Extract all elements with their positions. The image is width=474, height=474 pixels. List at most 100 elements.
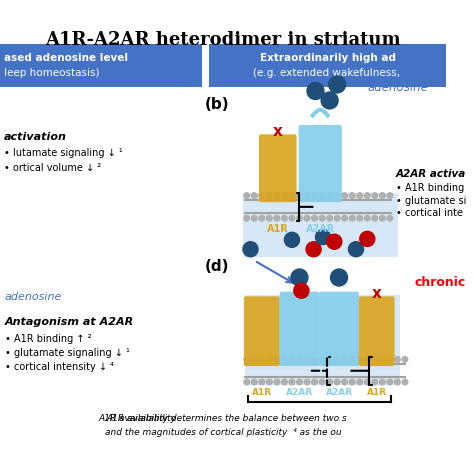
Text: A2AR activa: A2AR activa <box>395 169 466 179</box>
Circle shape <box>394 356 400 362</box>
Circle shape <box>327 379 332 385</box>
Circle shape <box>349 215 355 221</box>
Circle shape <box>289 193 295 199</box>
Text: x: x <box>372 286 382 301</box>
Circle shape <box>380 379 385 385</box>
Circle shape <box>312 379 318 385</box>
Circle shape <box>360 231 375 246</box>
Circle shape <box>274 215 280 221</box>
Text: • A1R binding: • A1R binding <box>395 183 464 193</box>
Circle shape <box>334 379 340 385</box>
Text: A2AR: A2AR <box>326 388 353 397</box>
Circle shape <box>304 193 310 199</box>
Circle shape <box>266 379 272 385</box>
Circle shape <box>289 215 295 221</box>
Circle shape <box>312 215 318 221</box>
Circle shape <box>357 215 363 221</box>
Text: A2AR: A2AR <box>306 224 335 234</box>
Circle shape <box>387 215 393 221</box>
Circle shape <box>365 193 370 199</box>
Circle shape <box>327 356 332 362</box>
Circle shape <box>380 215 385 221</box>
Circle shape <box>297 379 302 385</box>
Circle shape <box>402 379 408 385</box>
Text: chronic: chronic <box>414 275 465 289</box>
Circle shape <box>244 379 250 385</box>
FancyBboxPatch shape <box>243 193 398 257</box>
Circle shape <box>319 379 325 385</box>
Circle shape <box>327 215 332 221</box>
FancyBboxPatch shape <box>319 292 359 366</box>
Circle shape <box>284 232 300 247</box>
FancyBboxPatch shape <box>280 292 319 366</box>
Circle shape <box>307 82 324 100</box>
Text: • cortical intensity ↓ ⁴: • cortical intensity ↓ ⁴ <box>5 362 114 372</box>
FancyBboxPatch shape <box>244 296 280 366</box>
Circle shape <box>372 193 378 199</box>
Text: Extraordinarily high ad: Extraordinarily high ad <box>260 54 396 64</box>
Text: • cortical inte: • cortical inte <box>395 208 463 218</box>
Circle shape <box>243 242 258 257</box>
Circle shape <box>251 356 257 362</box>
Circle shape <box>304 215 310 221</box>
Text: (d): (d) <box>204 259 229 273</box>
Circle shape <box>291 269 308 286</box>
Circle shape <box>365 215 370 221</box>
Circle shape <box>380 356 385 362</box>
Circle shape <box>274 356 280 362</box>
Circle shape <box>259 215 264 221</box>
Circle shape <box>387 193 393 199</box>
Circle shape <box>319 215 325 221</box>
Circle shape <box>365 379 370 385</box>
Circle shape <box>251 379 257 385</box>
Circle shape <box>342 356 347 362</box>
Circle shape <box>357 356 363 362</box>
Circle shape <box>357 379 363 385</box>
Circle shape <box>349 356 355 362</box>
Text: and the magnitudes of cortical plasticity  ⁴ as the ou: and the magnitudes of cortical plasticit… <box>105 428 341 437</box>
Circle shape <box>244 193 250 199</box>
Circle shape <box>372 215 378 221</box>
Circle shape <box>394 379 400 385</box>
Text: • glutamate si: • glutamate si <box>395 196 466 206</box>
Text: adenosine: adenosine <box>5 292 62 301</box>
Circle shape <box>327 193 332 199</box>
Circle shape <box>334 193 340 199</box>
Circle shape <box>251 215 257 221</box>
Text: A1R: A1R <box>267 224 289 234</box>
Circle shape <box>342 379 347 385</box>
Circle shape <box>328 76 346 93</box>
FancyBboxPatch shape <box>245 295 400 385</box>
Circle shape <box>304 379 310 385</box>
Circle shape <box>349 379 355 385</box>
Text: (b): (b) <box>204 97 229 112</box>
Text: • lutamate signaling ↓ ¹: • lutamate signaling ↓ ¹ <box>4 148 122 158</box>
Circle shape <box>259 193 264 199</box>
Text: A1R availability determines the balance between two s: A1R availability determines the balance … <box>99 414 347 423</box>
Circle shape <box>251 193 257 199</box>
Circle shape <box>266 356 272 362</box>
Text: Antagonism at A2AR: Antagonism at A2AR <box>5 317 134 327</box>
FancyBboxPatch shape <box>209 44 447 87</box>
Circle shape <box>282 356 287 362</box>
Circle shape <box>372 379 378 385</box>
Circle shape <box>380 193 385 199</box>
Circle shape <box>334 356 340 362</box>
Circle shape <box>402 356 408 362</box>
FancyBboxPatch shape <box>0 44 202 87</box>
Circle shape <box>372 356 378 362</box>
Circle shape <box>282 379 287 385</box>
Circle shape <box>349 193 355 199</box>
Text: • glutamate signaling ↓ ¹: • glutamate signaling ↓ ¹ <box>5 348 129 358</box>
Circle shape <box>357 193 363 199</box>
Circle shape <box>297 215 302 221</box>
Circle shape <box>312 356 318 362</box>
Text: A2AR: A2AR <box>286 388 313 397</box>
Text: A1R-A2AR heterodimer in striatum: A1R-A2AR heterodimer in striatum <box>46 31 401 49</box>
Circle shape <box>289 356 295 362</box>
Text: adenosine: adenosine <box>367 81 428 94</box>
Text: activation: activation <box>4 131 67 142</box>
Circle shape <box>327 234 342 249</box>
Circle shape <box>297 356 302 362</box>
Circle shape <box>259 379 264 385</box>
